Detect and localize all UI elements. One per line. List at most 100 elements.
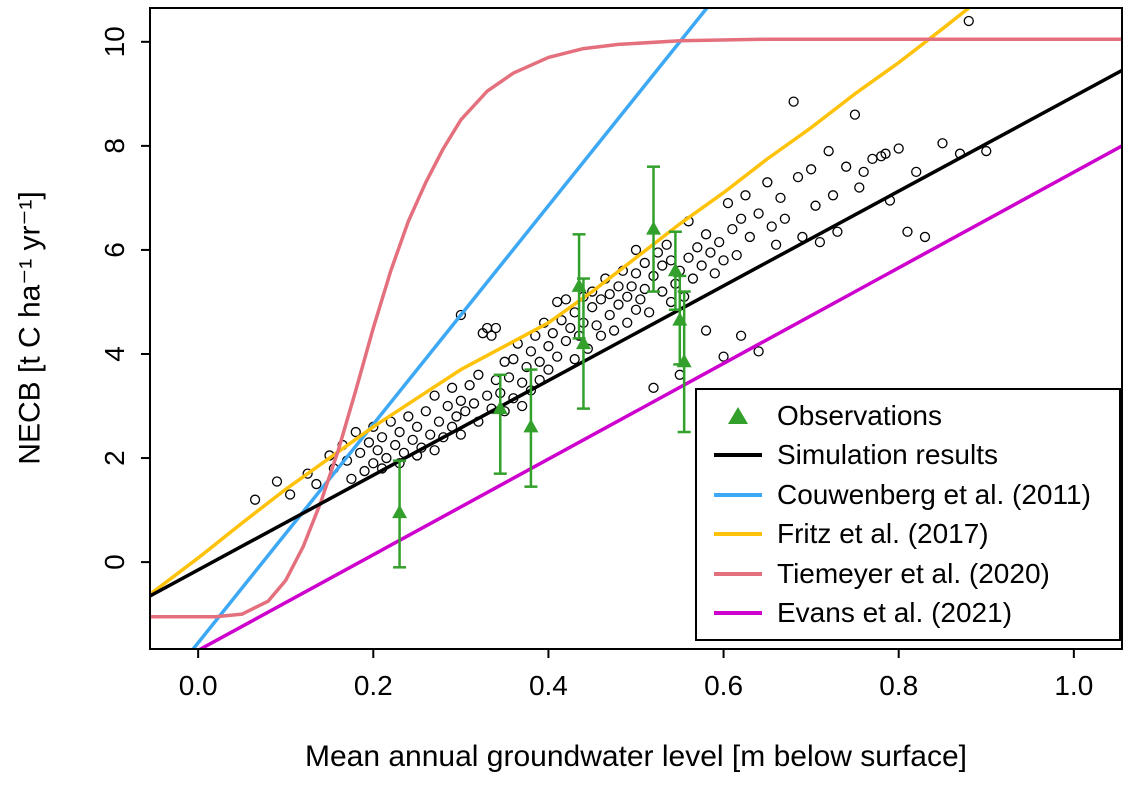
scatter-point: [433, 416, 445, 427]
scatter-point: [311, 478, 322, 490]
scatter-point: [788, 96, 799, 107]
x-tick-label: 0.4: [529, 670, 568, 701]
scatter-point: [363, 437, 375, 448]
scatter-point: [473, 369, 484, 380]
scatter-point: [587, 302, 598, 313]
scatter-point: [700, 229, 712, 240]
scatter-point: [468, 398, 480, 409]
scatter-point: [880, 148, 891, 159]
legend-label: Evans et al. (2021): [777, 597, 1013, 629]
scatter-point: [569, 354, 580, 365]
scatter-point: [455, 395, 467, 406]
scatter-point: [525, 346, 537, 357]
scatter-point: [919, 231, 931, 243]
couwenberg-2011-line: [190, 8, 710, 649]
scatter-point: [775, 192, 786, 204]
observation-triangle: [575, 335, 591, 350]
swatch-cell: [699, 611, 777, 616]
observation-triangle: [646, 221, 662, 235]
scatter-point: [394, 426, 405, 438]
scatter-point: [499, 356, 510, 367]
swatch-cell: [699, 571, 777, 576]
scatter-point: [648, 382, 659, 393]
scatter-point: [867, 153, 878, 165]
scatter-point: [552, 351, 563, 362]
scatter-point: [438, 432, 449, 443]
scatter-point: [517, 400, 528, 412]
scatter-point: [792, 171, 804, 183]
scatter-point: [608, 325, 620, 336]
scatter-point: [700, 325, 712, 336]
scatter-point: [604, 309, 615, 321]
scatter-point: [429, 390, 440, 401]
scatter-point: [963, 15, 974, 27]
scatter-point: [521, 361, 532, 373]
scatter-point: [460, 406, 471, 417]
scatter-point: [661, 239, 672, 250]
scatter-point: [420, 406, 431, 417]
scatter-point: [464, 380, 475, 391]
x-tick-label: 1.0: [1054, 670, 1093, 701]
scatter-point: [911, 166, 922, 178]
scatter-point: [779, 213, 791, 224]
simulation-line-icon: [714, 453, 762, 458]
legend-label: Couwenberg et al. (2011): [777, 478, 1091, 510]
legend-item-couwenberg: Couwenberg et al. (2011): [699, 477, 1117, 513]
scatter-point: [543, 364, 554, 375]
y-tick-label: 6: [99, 242, 130, 258]
swatch-cell: [699, 532, 777, 537]
legend-label: Tiemeyer et al. (2020): [777, 557, 1050, 589]
scatter-point: [346, 473, 357, 485]
scatter-point: [626, 281, 637, 292]
scatter-point: [503, 372, 515, 383]
scatter-point: [534, 356, 545, 367]
scatter-point: [714, 236, 725, 248]
scatter-point: [657, 260, 668, 271]
scatter-point: [766, 221, 777, 232]
scatter-point: [727, 223, 738, 235]
scatter-point: [902, 226, 913, 237]
scatter-point: [810, 200, 821, 211]
scatter-point: [442, 400, 453, 412]
scatter-point: [587, 286, 598, 297]
scatter-point: [770, 239, 782, 250]
scatter-point: [350, 426, 361, 438]
scatter-point: [376, 432, 388, 443]
y-tick-label: 2: [99, 450, 130, 466]
swatch-cell: [699, 492, 777, 497]
scatter-point: [565, 322, 576, 334]
legend: Observations Simulation results Couwenbe…: [695, 388, 1121, 641]
observation-triangle: [676, 353, 692, 368]
y-tick-label: 10: [99, 26, 130, 57]
legend-item-simulation-results: Simulation results: [699, 437, 1117, 473]
scatter-point: [486, 330, 497, 341]
scatter-point: [937, 138, 948, 149]
scatter-point: [858, 166, 869, 178]
scatter-point: [613, 299, 624, 310]
observation-triangle: [492, 400, 508, 415]
observation-triangle: [392, 504, 408, 519]
couwenberg-line-icon: [714, 492, 762, 497]
scatter-point: [451, 411, 462, 422]
scatter-point: [490, 322, 502, 334]
scatter-point: [613, 281, 624, 292]
scatter-point: [372, 445, 383, 456]
scatter-point: [560, 294, 572, 305]
scatter-point: [355, 447, 366, 458]
scatter-point: [630, 244, 642, 256]
swatch-cell: [699, 453, 777, 458]
scatter-point: [249, 494, 261, 505]
scatter-point: [683, 252, 694, 263]
legend-label: Fritz et al. (2017): [777, 518, 989, 550]
observation-triangle: [523, 418, 539, 433]
evans-2021-line: [197, 144, 1122, 649]
scatter-point: [368, 458, 379, 469]
scatter-point: [547, 328, 558, 339]
scatter-point: [517, 377, 528, 388]
y-axis-label: NECB [t C ha⁻¹ yr⁻¹]: [13, 191, 47, 465]
scatter-point: [981, 145, 992, 157]
scatter-point: [854, 182, 865, 193]
evans-line-icon: [714, 611, 762, 616]
legend-label: Simulation results: [777, 439, 998, 471]
